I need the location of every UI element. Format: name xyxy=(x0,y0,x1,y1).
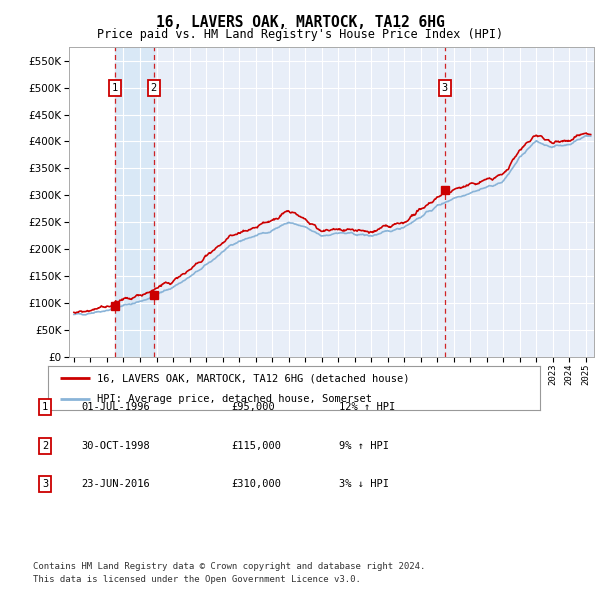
Text: 16, LAVERS OAK, MARTOCK, TA12 6HG (detached house): 16, LAVERS OAK, MARTOCK, TA12 6HG (detac… xyxy=(97,373,410,383)
Text: £95,000: £95,000 xyxy=(231,402,275,412)
Text: HPI: Average price, detached house, Somerset: HPI: Average price, detached house, Some… xyxy=(97,394,372,404)
Text: 1: 1 xyxy=(112,83,118,93)
Text: Price paid vs. HM Land Registry's House Price Index (HPI): Price paid vs. HM Land Registry's House … xyxy=(97,28,503,41)
Bar xyxy=(115,47,154,357)
Text: 16, LAVERS OAK, MARTOCK, TA12 6HG: 16, LAVERS OAK, MARTOCK, TA12 6HG xyxy=(155,15,445,30)
Text: 9% ↑ HPI: 9% ↑ HPI xyxy=(339,441,389,451)
Text: Contains HM Land Registry data © Crown copyright and database right 2024.: Contains HM Land Registry data © Crown c… xyxy=(33,562,425,571)
Text: 23-JUN-2016: 23-JUN-2016 xyxy=(81,479,150,489)
Text: £310,000: £310,000 xyxy=(231,479,281,489)
Text: 1: 1 xyxy=(42,402,48,412)
Text: 2: 2 xyxy=(42,441,48,451)
Text: 3: 3 xyxy=(42,479,48,489)
Text: 12% ↑ HPI: 12% ↑ HPI xyxy=(339,402,395,412)
Text: 2: 2 xyxy=(151,83,157,93)
Text: £115,000: £115,000 xyxy=(231,441,281,451)
Text: This data is licensed under the Open Government Licence v3.0.: This data is licensed under the Open Gov… xyxy=(33,575,361,584)
Text: 3: 3 xyxy=(442,83,448,93)
Text: 3% ↓ HPI: 3% ↓ HPI xyxy=(339,479,389,489)
Text: 01-JUL-1996: 01-JUL-1996 xyxy=(81,402,150,412)
Text: 30-OCT-1998: 30-OCT-1998 xyxy=(81,441,150,451)
Bar xyxy=(69,47,115,357)
